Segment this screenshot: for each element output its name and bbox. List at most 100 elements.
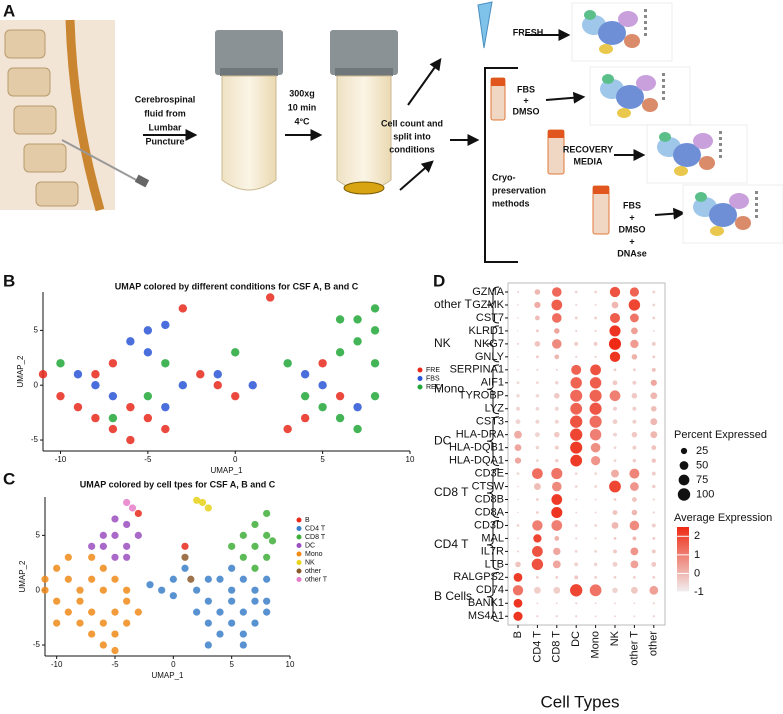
point — [99, 564, 107, 572]
point — [99, 531, 107, 539]
dot — [531, 558, 544, 571]
point — [123, 498, 131, 507]
legend-label: 2 — [694, 530, 700, 542]
point — [239, 630, 247, 638]
group-label: NK — [434, 336, 451, 350]
dot — [631, 392, 638, 399]
y-tick-label: HLA-DQB1 — [449, 442, 504, 454]
point — [126, 337, 135, 346]
dot — [534, 315, 540, 321]
dot — [631, 586, 638, 594]
group-brace — [486, 325, 500, 363]
dot — [652, 484, 656, 489]
dot — [589, 415, 602, 428]
point — [99, 619, 107, 627]
dot — [532, 546, 543, 557]
point — [143, 413, 153, 423]
legend-swatch — [296, 568, 302, 574]
point — [181, 553, 189, 561]
dot — [594, 524, 597, 527]
dot — [593, 341, 598, 346]
dot — [551, 506, 563, 519]
point — [169, 592, 177, 600]
dot — [536, 459, 539, 462]
y-tick-label: -5 — [31, 435, 39, 444]
dot — [554, 536, 560, 541]
point — [300, 370, 310, 379]
dot — [630, 547, 639, 556]
chart-title: UMAP colored by different conditions for… — [115, 281, 359, 291]
point — [111, 646, 119, 655]
dot — [532, 520, 543, 531]
point — [143, 326, 153, 335]
point — [251, 586, 259, 594]
dot — [650, 431, 658, 439]
dot — [611, 522, 619, 529]
dot — [532, 468, 543, 479]
dot — [589, 584, 602, 597]
point — [91, 413, 100, 423]
dot — [632, 380, 637, 385]
dot — [536, 575, 539, 579]
dot — [652, 303, 656, 307]
point — [248, 381, 257, 390]
arrow — [407, 58, 442, 106]
x-tick-label: -10 — [55, 455, 67, 464]
dot — [570, 402, 583, 415]
point — [251, 520, 259, 529]
x-tick-label: 0 — [171, 660, 176, 669]
dot — [652, 602, 655, 605]
dot — [589, 402, 602, 415]
dot — [609, 480, 621, 493]
dot — [534, 483, 541, 490]
dot — [516, 394, 520, 398]
dot — [613, 537, 617, 540]
point — [88, 542, 96, 550]
dot — [652, 355, 656, 359]
point — [335, 315, 345, 324]
point — [73, 370, 83, 379]
dot — [594, 537, 597, 540]
dot — [628, 299, 641, 311]
dot — [609, 390, 621, 402]
dot — [629, 520, 640, 531]
dot — [652, 316, 656, 320]
legend-label: 0 — [694, 567, 700, 579]
point — [143, 348, 153, 357]
point — [370, 326, 380, 335]
dot — [590, 442, 601, 453]
dot — [630, 339, 639, 349]
x-tick-label: other — [648, 631, 660, 656]
dot — [575, 355, 578, 358]
point — [38, 370, 48, 379]
umap-thumbnail — [571, 2, 673, 62]
dot — [554, 431, 560, 438]
point — [283, 359, 292, 368]
point — [111, 515, 119, 523]
point — [216, 575, 224, 583]
tube — [215, 30, 283, 191]
arrow — [545, 91, 586, 104]
x-tick-label: NK — [609, 630, 621, 646]
point — [88, 553, 96, 561]
scatter-panel: UMAP colored by cell tpes for CSF A, B a… — [18, 479, 328, 680]
y-tick-label: LTB — [485, 558, 504, 570]
scatter-panel: UMAP colored by different conditions for… — [16, 281, 441, 475]
legend-label: FBS — [426, 375, 440, 382]
dot — [516, 524, 520, 527]
plot-frame — [507, 282, 666, 626]
dot — [535, 419, 540, 424]
point — [204, 575, 212, 583]
dot — [574, 575, 579, 580]
diagram-label: MEDIA — [574, 156, 604, 166]
dot — [614, 602, 616, 605]
point — [88, 608, 96, 616]
y-axis-label: UMAP_2 — [18, 560, 27, 593]
dot — [555, 368, 558, 371]
dot — [632, 445, 637, 450]
dot — [593, 562, 598, 567]
x-tick-label: CD4 T — [531, 631, 543, 663]
point — [134, 608, 142, 616]
diagram-label: DMSO — [513, 106, 540, 116]
y-tick-label: KLRD1 — [469, 325, 504, 337]
